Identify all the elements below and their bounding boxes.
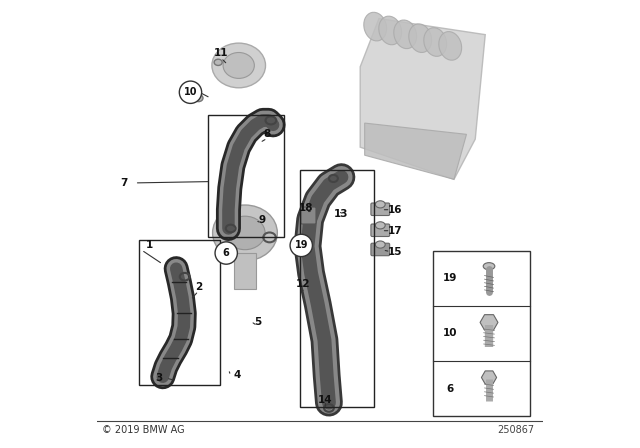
Ellipse shape [379,16,402,45]
Text: 10: 10 [184,87,197,97]
Ellipse shape [212,205,277,261]
Text: 4: 4 [234,370,241,380]
Text: 19: 19 [294,241,308,250]
Ellipse shape [225,216,265,250]
Text: 1: 1 [146,241,153,250]
Ellipse shape [194,95,203,102]
Text: 10: 10 [443,328,458,338]
Text: 7: 7 [120,178,127,188]
Ellipse shape [212,43,266,88]
FancyBboxPatch shape [371,243,390,256]
Ellipse shape [424,28,447,56]
Text: 11: 11 [214,48,228,58]
Text: 12: 12 [296,279,310,289]
Ellipse shape [376,222,385,229]
Polygon shape [360,18,485,179]
Text: 19: 19 [443,273,457,283]
Text: 6: 6 [223,248,230,258]
Bar [209,115,284,237]
Circle shape [179,81,202,103]
Bar [139,240,220,385]
Circle shape [290,234,312,257]
Ellipse shape [439,31,461,60]
Text: 6: 6 [447,383,454,393]
Text: 13: 13 [334,209,349,219]
Text: 8: 8 [264,129,271,139]
Text: 5: 5 [254,317,261,327]
Ellipse shape [409,24,431,52]
Text: 15: 15 [388,247,403,257]
FancyBboxPatch shape [371,224,390,237]
Circle shape [215,242,237,264]
Text: 9: 9 [259,215,266,224]
Ellipse shape [394,20,417,49]
Ellipse shape [376,241,385,248]
Text: 16: 16 [388,205,403,215]
Bar [234,253,256,289]
Ellipse shape [364,12,387,41]
Ellipse shape [214,59,222,65]
Text: 14: 14 [318,396,333,405]
Text: 17: 17 [388,226,403,236]
Bar [300,170,374,407]
Text: 2: 2 [195,281,202,292]
FancyBboxPatch shape [301,207,316,224]
Bar [433,251,530,416]
Text: © 2019 BMW AG: © 2019 BMW AG [102,425,185,435]
Ellipse shape [376,201,385,208]
Text: 3: 3 [156,373,163,383]
Ellipse shape [483,263,495,270]
Text: 250867: 250867 [497,425,534,435]
Ellipse shape [223,52,254,78]
FancyBboxPatch shape [371,203,390,215]
Text: 18: 18 [298,203,313,213]
Polygon shape [365,123,467,179]
